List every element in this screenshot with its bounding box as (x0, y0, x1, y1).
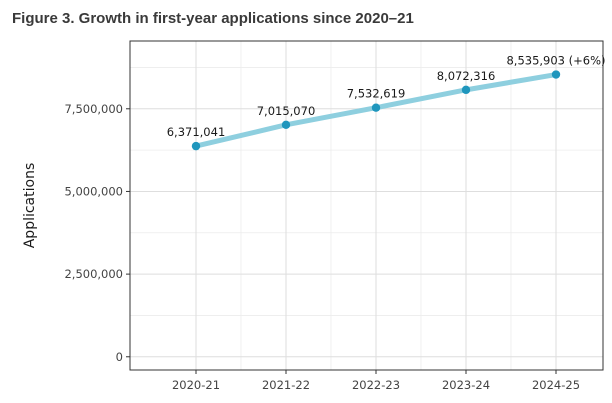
plot-panel-border (129, 40, 604, 371)
data-label: 6,371,041 (167, 125, 226, 139)
x-tick-label: 2022-23 (352, 378, 400, 392)
data-labels: 6,371,041 7,015,070 7,532,619 8,072,316 8,53… (167, 54, 606, 140)
data-label: 7,532,619 (347, 87, 406, 101)
y-tick-label: 0 (116, 350, 123, 364)
chart-title: Figure 3. Growth in first-year applicati… (12, 10, 414, 27)
data-point (281, 120, 291, 130)
data-label: 8,535,903 (+6%) (506, 54, 605, 68)
y-axis: 0 2,500,000 5,000,000 7,500,000 (64, 102, 130, 364)
x-axis: 2020-21 2021-22 2022-23 2023-24 2024-25 (172, 370, 580, 392)
data-point (371, 103, 381, 112)
minor-gridlines (130, 41, 603, 370)
x-tick-label: 2023-24 (442, 378, 490, 392)
x-tick-label: 2020-21 (172, 378, 220, 392)
y-tick-label: 7,500,000 (64, 102, 123, 116)
data-points (191, 70, 561, 151)
y-tick-label: 5,000,000 (64, 184, 123, 198)
data-label: 8,072,316 (437, 69, 496, 83)
x-tick-label: 2024-25 (532, 378, 580, 392)
x-tick-label: 2021-22 (262, 378, 310, 392)
data-point (191, 141, 201, 151)
data-point (461, 85, 471, 95)
data-label: 7,015,070 (257, 104, 316, 118)
data-point (551, 70, 561, 79)
y-tick-label: 2,500,000 (64, 267, 123, 281)
major-gridlines (130, 41, 603, 370)
y-axis-title: Applications (22, 163, 38, 249)
